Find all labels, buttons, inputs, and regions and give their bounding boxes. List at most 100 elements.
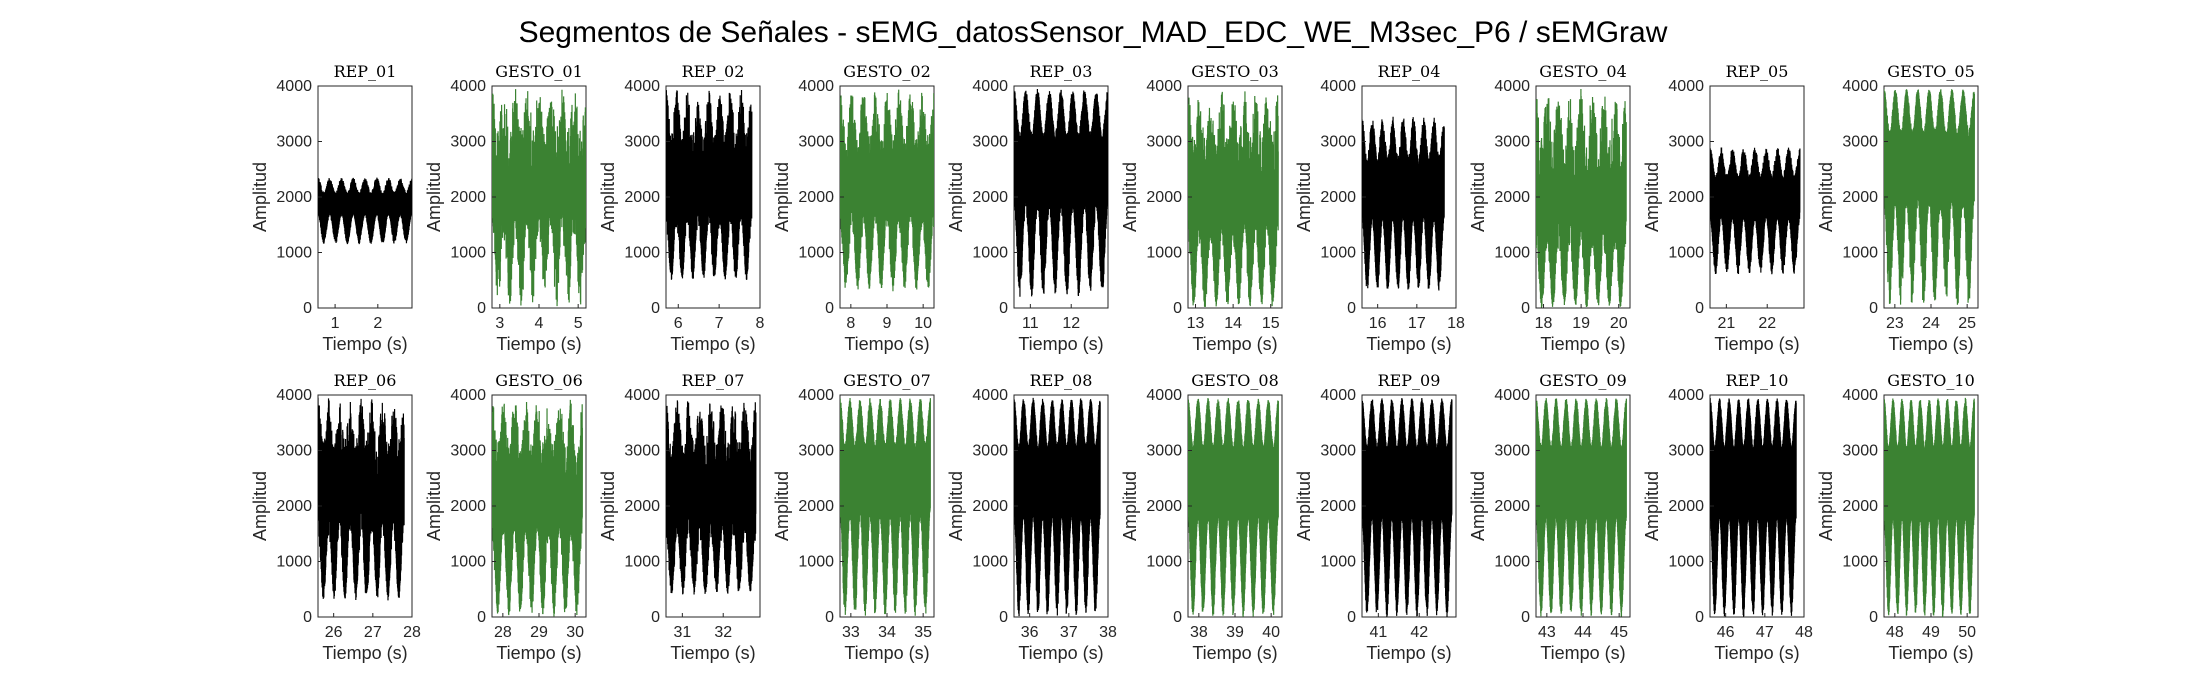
x-axis-label: Tiempo (s): [1018, 334, 1103, 354]
y-tick-label: 0: [1869, 609, 1878, 626]
x-tick-label: 47: [1756, 624, 1774, 641]
y-tick-label: 3000: [276, 443, 312, 460]
signal-line-gesto: [1188, 398, 1279, 617]
y-tick-label: 4000: [798, 387, 834, 404]
y-axis-label: Amplitud: [598, 471, 618, 541]
x-axis-label: Tiempo (s): [1540, 334, 1625, 354]
signal-line-gesto: [1536, 398, 1627, 617]
x-tick-label: 38: [1099, 624, 1117, 641]
y-axis-label: Amplitud: [1642, 162, 1662, 232]
x-axis-label: Tiempo (s): [1888, 643, 1973, 663]
y-axis-label: Amplitud: [424, 471, 444, 541]
subplot-gesto-10: GESTO_10 0 1000 2000 3000 4000 48 49 50 Tiempo (s…: [1816, 371, 1979, 663]
y-tick-label: 1000: [450, 554, 486, 571]
y-tick-label: 3000: [1668, 134, 1704, 151]
y-tick-label: 1000: [276, 554, 312, 571]
y-axis-label: Amplitud: [598, 162, 618, 232]
subplot-title: REP_02: [682, 62, 745, 81]
y-tick-label: 3000: [798, 443, 834, 460]
x-tick-label: 9: [883, 315, 892, 332]
y-tick-label: 0: [825, 609, 834, 626]
subplot-gesto-06: GESTO_06 0 1000 2000 3000 4000 28 29 30 Tiempo (s…: [424, 371, 587, 663]
x-tick-label: 31: [673, 624, 691, 641]
x-tick-label: 49: [1922, 624, 1940, 641]
signal-line-gesto: [1884, 88, 1975, 305]
subplot-title: GESTO_04: [1539, 62, 1627, 81]
x-axis-label: Tiempo (s): [1018, 643, 1103, 663]
y-axis-label: Amplitud: [1468, 162, 1488, 232]
y-axis-label: Amplitud: [772, 471, 792, 541]
y-tick-label: 2000: [1320, 498, 1356, 515]
x-tick-label: 50: [1958, 624, 1976, 641]
x-tick-label: 8: [756, 315, 765, 332]
x-tick-label: 44: [1574, 624, 1592, 641]
y-tick-label: 1000: [972, 554, 1008, 571]
y-tick-label: 1000: [798, 245, 834, 262]
y-tick-label: 1000: [1320, 554, 1356, 571]
signal-line-rep: [1014, 397, 1101, 617]
x-tick-label: 35: [914, 624, 932, 641]
y-tick-label: 3000: [1668, 443, 1704, 460]
y-axis-label: Amplitud: [772, 162, 792, 232]
x-tick-label: 24: [1922, 315, 1940, 332]
subplot-gesto-07: GESTO_07 0 1000 2000 3000 4000 33 34 35 Tiempo (s…: [772, 371, 935, 663]
signal-line-rep: [1710, 398, 1797, 617]
y-tick-label: 3000: [1320, 443, 1356, 460]
signal-line-gesto: [840, 89, 934, 292]
y-tick-label: 3000: [450, 443, 486, 460]
x-tick-label: 20: [1610, 315, 1628, 332]
x-tick-label: 11: [1022, 315, 1039, 332]
y-tick-label: 4000: [972, 387, 1008, 404]
subplot-rep-04: REP_04 0 1000 2000 3000 4000 16 17 18 Tiempo (s) A…: [1294, 62, 1465, 354]
y-tick-label: 0: [651, 300, 660, 317]
x-axis-label: Tiempo (s): [1192, 643, 1277, 663]
y-tick-label: 1000: [1494, 554, 1530, 571]
x-axis-label: Tiempo (s): [844, 334, 929, 354]
y-tick-label: 0: [1521, 609, 1530, 626]
subplot-title: GESTO_08: [1191, 371, 1279, 390]
subplot-rep-05: REP_05 0 1000 2000 3000 4000 21 22 Tiempo (s) Amp…: [1642, 62, 1805, 354]
x-axis-label: Tiempo (s): [1366, 643, 1451, 663]
x-tick-label: 18: [1535, 315, 1553, 332]
y-tick-label: 3000: [1320, 134, 1356, 151]
subplot-rep-06: REP_06 0 1000 2000 3000 4000 26 27 28 Tiempo (s) A…: [250, 371, 421, 663]
y-tick-label: 0: [999, 609, 1008, 626]
y-tick-label: 3000: [1842, 134, 1878, 151]
x-tick-label: 32: [714, 624, 732, 641]
y-axis-label: Amplitud: [1294, 471, 1314, 541]
y-tick-label: 0: [999, 300, 1008, 317]
x-tick-label: 41: [1369, 624, 1387, 641]
subplot-title: REP_07: [682, 371, 745, 390]
y-axis-label: Amplitud: [1816, 162, 1836, 232]
signal-line-gesto: [492, 399, 583, 617]
x-tick-label: 18: [1447, 315, 1465, 332]
y-tick-label: 4000: [1494, 387, 1530, 404]
subplot-title: REP_04: [1378, 62, 1441, 81]
subplot-rep-10: REP_10 0 1000 2000 3000 4000 46 47 48 Tiempo (s) A…: [1642, 371, 1813, 663]
y-tick-label: 2000: [972, 498, 1008, 515]
y-axis-label: Amplitud: [250, 162, 270, 232]
x-tick-label: 28: [494, 624, 512, 641]
subplot-title: REP_06: [334, 371, 397, 390]
y-tick-label: 0: [1521, 300, 1530, 317]
x-tick-label: 6: [674, 315, 683, 332]
x-tick-label: 12: [1062, 315, 1080, 332]
signal-line-gesto: [1884, 397, 1975, 617]
y-tick-label: 2000: [1668, 189, 1704, 206]
y-axis-label: Amplitud: [1120, 162, 1140, 232]
x-tick-label: 10: [914, 315, 932, 332]
subplot-gesto-02: GESTO_02 0 1000 2000 3000 4000 8 9 10 Tiempo (s) A…: [772, 62, 935, 354]
x-tick-label: 4: [535, 315, 544, 332]
x-axis-label: Tiempo (s): [670, 334, 755, 354]
subplot-title: GESTO_05: [1887, 62, 1975, 81]
subplot-rep-08: REP_08 0 1000 2000 3000 4000 36 37 38 Tiempo (s) A…: [946, 371, 1117, 663]
y-tick-label: 4000: [972, 78, 1008, 95]
x-tick-label: 30: [566, 624, 584, 641]
y-tick-label: 4000: [276, 78, 312, 95]
y-tick-label: 1000: [1842, 554, 1878, 571]
x-tick-label: 37: [1060, 624, 1078, 641]
x-tick-label: 33: [842, 624, 860, 641]
y-tick-label: 3000: [1842, 443, 1878, 460]
x-tick-label: 38: [1190, 624, 1208, 641]
subplot-title: GESTO_09: [1539, 371, 1627, 390]
